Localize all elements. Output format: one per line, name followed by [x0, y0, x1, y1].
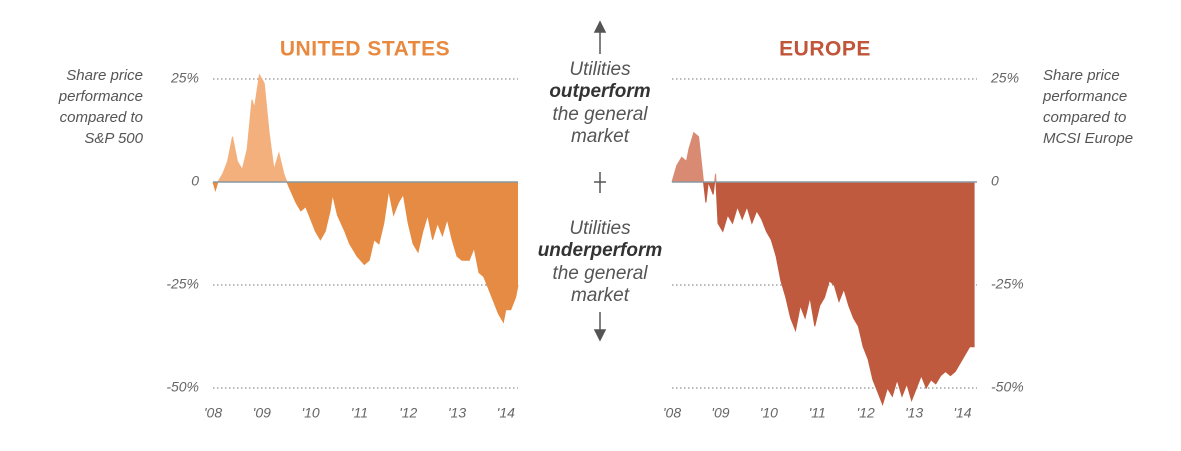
area-line-negative: [672, 182, 975, 407]
y-tick-label: 0: [191, 173, 199, 189]
y-axis-label: performance: [58, 88, 143, 105]
y-tick-label: -25%: [166, 276, 199, 292]
y-axis-label: compared to: [1043, 109, 1126, 126]
x-tick-label: '13: [905, 405, 923, 421]
area-line-positive: [213, 73, 288, 182]
arrow-up-head: [593, 20, 607, 33]
area-negative: [672, 182, 975, 405]
y-axis-label: compared to: [60, 109, 143, 126]
x-tick-label: '12: [857, 405, 875, 421]
middle-arrow: [593, 20, 607, 342]
x-tick-label: '12: [399, 405, 417, 421]
annotation: Utilities: [569, 218, 631, 239]
y-tick-label: 0: [991, 173, 999, 189]
area-positive: [672, 132, 975, 182]
y-axis-label: S&P 500: [84, 130, 143, 147]
y-axis-label: Share price: [66, 67, 143, 84]
x-tick-label: '09: [253, 405, 271, 421]
y-tick-label: 25%: [990, 70, 1019, 86]
x-tick-label: '13: [448, 405, 466, 421]
x-tick-label: '10: [760, 405, 778, 421]
x-tick-label: '11: [351, 405, 368, 421]
y-tick-label: -25%: [991, 276, 1024, 292]
chart-title: EUROPE: [779, 38, 871, 61]
chart-title: UNITED STATES: [280, 38, 450, 61]
y-axis-label: Share price: [1043, 67, 1120, 84]
y-axis-label: performance: [1042, 88, 1127, 105]
x-tick-label: '08: [204, 405, 222, 421]
area-line-negative: [212, 182, 519, 324]
annotation: outperform: [549, 81, 650, 102]
x-tick-label: '10: [301, 405, 319, 421]
y-tick-label: -50%: [991, 379, 1024, 395]
area-negative: [213, 182, 518, 323]
annotation: Utilities: [569, 59, 631, 80]
annotation: market: [571, 126, 630, 147]
area-positive: [213, 74, 518, 182]
y-tick-label: 25%: [170, 70, 199, 86]
annotation: market: [571, 285, 630, 306]
x-tick-label: '09: [711, 405, 729, 421]
x-tick-label: '14: [953, 405, 971, 421]
arrow-down-head: [593, 329, 607, 342]
x-tick-label: '11: [809, 405, 826, 421]
y-tick-label: -50%: [166, 379, 199, 395]
annotation: the general: [552, 263, 648, 284]
area-line-positive: [671, 131, 717, 182]
x-tick-label: '08: [663, 405, 681, 421]
annotation: underperform: [538, 240, 663, 261]
annotation: the general: [552, 104, 648, 125]
y-axis-label: MCSI Europe: [1043, 130, 1133, 147]
x-tick-label: '14: [497, 405, 515, 421]
